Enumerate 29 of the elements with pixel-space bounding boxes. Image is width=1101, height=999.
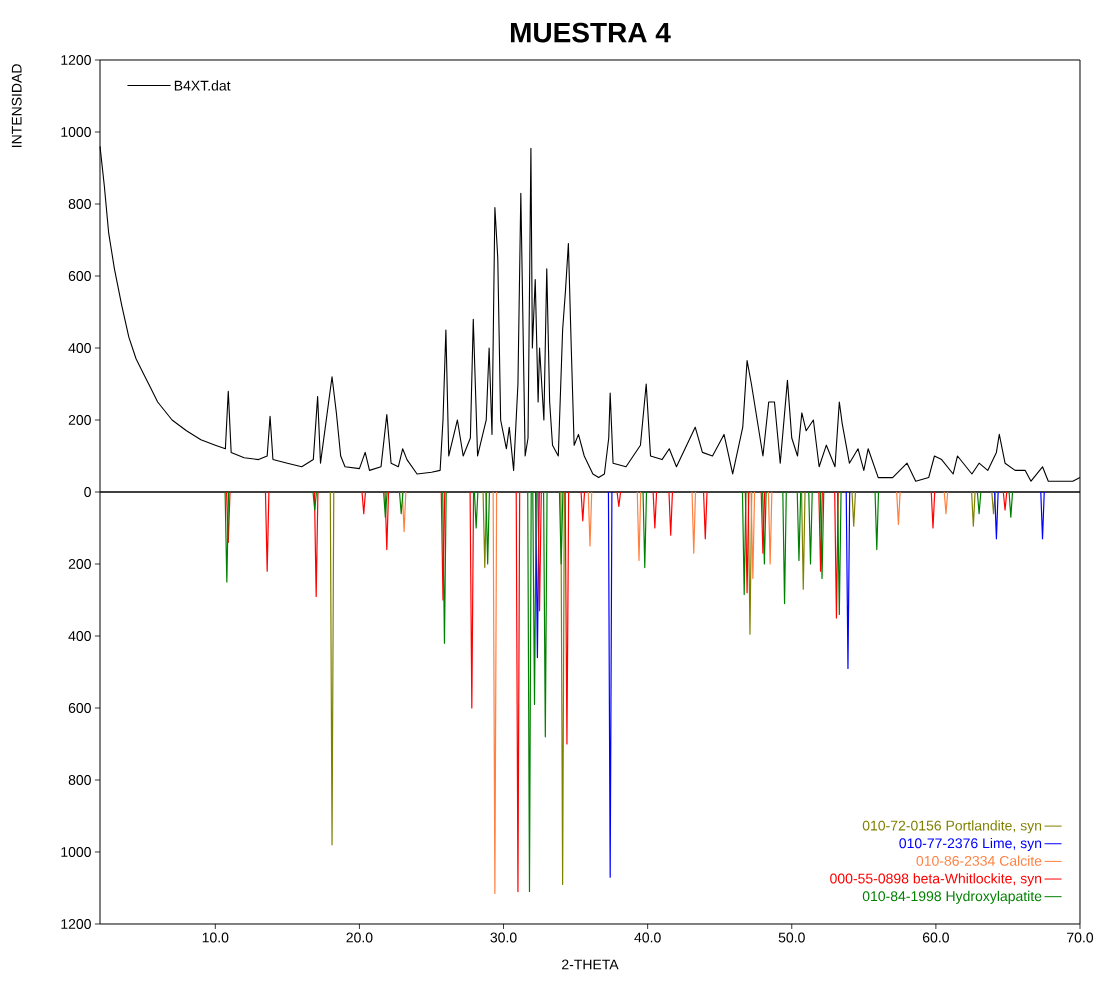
y-tick-label: 800 (68, 199, 91, 209)
legend-label: 010-77-2376 Lime, syn (899, 837, 1042, 851)
y-tick-label: 1200 (61, 919, 91, 929)
y-axis-title: INTENSIDAD (11, 64, 22, 148)
x-axis-title: 2-THETA (562, 959, 619, 970)
y-tick-label: 1000 (61, 127, 91, 137)
y-tick-label: 600 (68, 703, 91, 713)
y-tick-label: 200 (68, 415, 91, 425)
x-tick-label: 60.0 (922, 932, 949, 943)
legend-label: 010-86-2334 Calcite (916, 855, 1042, 866)
y-tick-label: 0 (84, 487, 91, 497)
x-tick-label: 40.0 (634, 932, 661, 943)
x-tick-label: 20.0 (346, 932, 373, 943)
y-tick-label: 600 (68, 271, 91, 281)
x-tick-label: 70.0 (1067, 932, 1094, 943)
y-tick-label: 800 (68, 775, 91, 785)
text: B4XT.dat (174, 80, 231, 91)
y-tick-label: 400 (68, 631, 91, 641)
y-tick-label: 400 (68, 343, 91, 353)
x-tick-label: 30.0 (490, 932, 517, 943)
legend-label: 010-84-1998 Hydroxylapatite (862, 890, 1042, 904)
y-tick-label: 1000 (61, 847, 91, 857)
y-tick-label: 1200 (61, 55, 91, 65)
chart-title: MUESTRA 4 (510, 22, 671, 43)
x-tick-label: 10.0 (202, 932, 229, 943)
y-tick-label: 200 (68, 559, 91, 569)
x-tick-label: 50.0 (778, 932, 805, 943)
legend-label: 010-72-0156 Portlandite, syn (862, 820, 1042, 834)
legend-label: 000-55-0898 beta-Whitlockite, syn (830, 873, 1042, 887)
